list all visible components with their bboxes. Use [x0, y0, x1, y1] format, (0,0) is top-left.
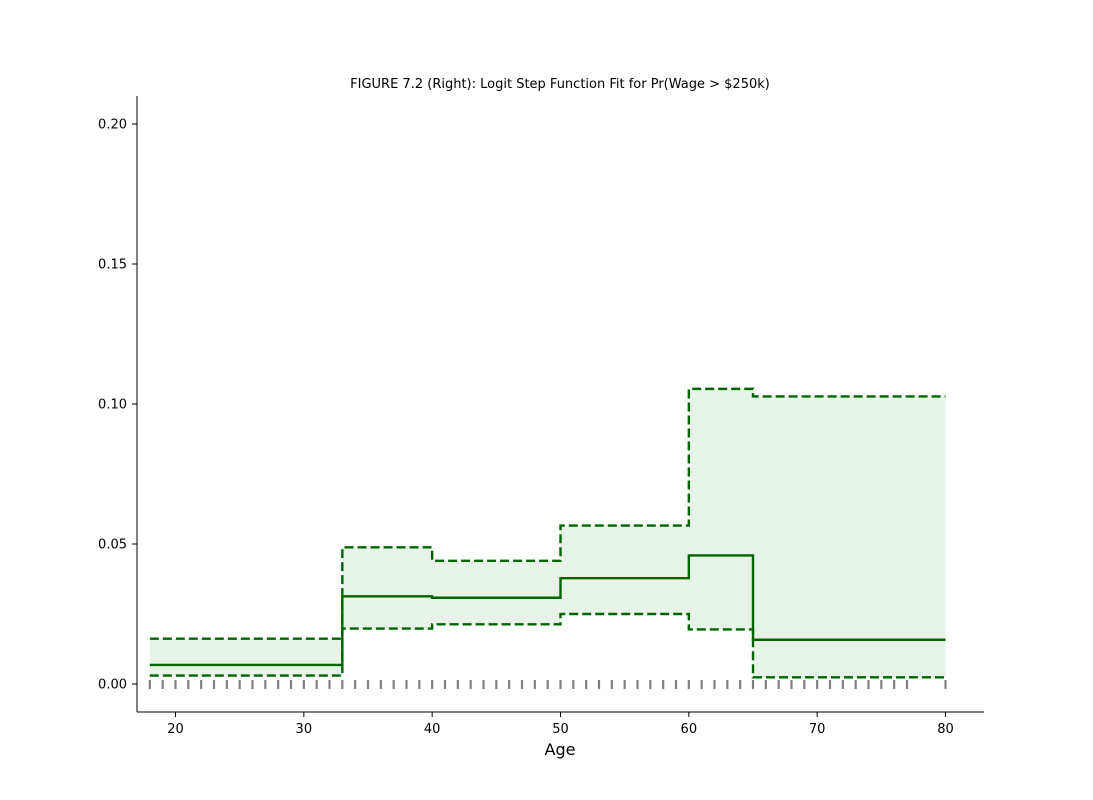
x-tick-label: 40: [424, 722, 441, 737]
y-tick-label: 0.15: [98, 258, 127, 273]
series-layer: [149, 387, 946, 679]
rug-layer: [148, 680, 947, 689]
x-tick-label: 30: [296, 722, 313, 737]
x-tick-label: 60: [681, 722, 698, 737]
axes-layer: 20 30 40 50 60 70 80 0.00 0.05 0.10 0.15 0.20: [98, 96, 984, 737]
x-tick-label: 20: [167, 722, 184, 737]
x-tick-label: 70: [809, 722, 826, 737]
confidence-band: [149, 388, 946, 678]
confidence-band-layer: [149, 388, 946, 678]
x-tick-label: 80: [937, 722, 954, 737]
upper-confidence-line: [149, 387, 946, 640]
y-tick-label: 0.10: [98, 398, 127, 413]
chart-title: FIGURE 7.2 (Right): Logit Step Function …: [350, 77, 770, 92]
y-tick-label: 0.20: [98, 118, 127, 133]
y-tick-label: 0.05: [98, 538, 127, 553]
y-tick-label: 0.00: [98, 678, 127, 693]
x-tick-label: 50: [552, 722, 569, 737]
x-axis-title: Age: [545, 740, 576, 759]
